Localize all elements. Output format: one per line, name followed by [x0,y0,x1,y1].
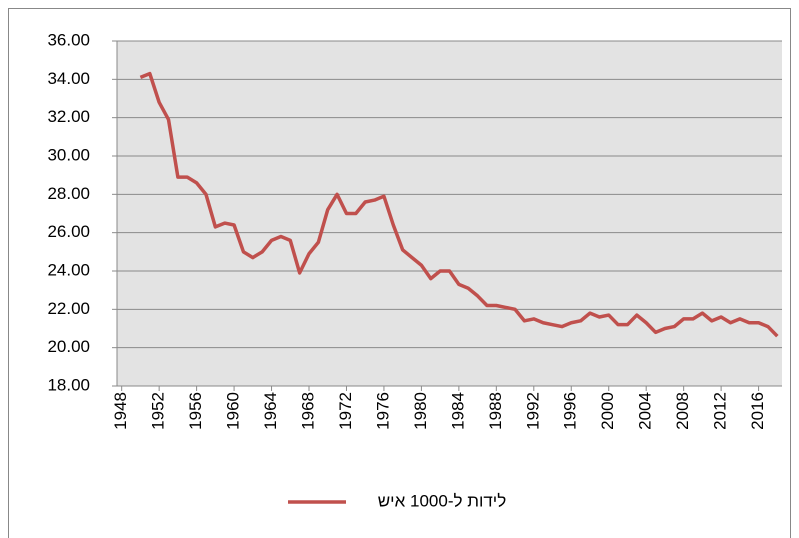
data-line [139,71,779,338]
plot-area [117,41,782,386]
x-tick-label: 1984 [448,392,467,430]
legend-label: לידות ל-1000 איש [378,491,506,510]
x-tick-label: 2000 [598,392,617,430]
y-tick-label: 32.00 [47,107,90,126]
x-tick-label: 1972 [336,392,355,430]
y-tick-label: 20.00 [47,337,90,356]
x-tick-label: 1964 [261,392,280,430]
y-tick-label: 30.00 [47,145,90,164]
x-tick-label: 1988 [486,392,505,430]
x-tick-label: 2016 [748,392,767,430]
y-tick-label: 26.00 [47,222,90,241]
y-tick-label: 36.00 [47,30,90,49]
x-tick-label: 1996 [561,392,580,430]
y-tick-label: 34.00 [47,69,90,88]
y-tick-label: 18.00 [47,375,90,394]
x-tick-label: 1948 [111,392,130,430]
y-tick-label: 28.00 [47,184,90,203]
x-tick-label: 2004 [636,392,655,430]
x-tick-label: 1976 [373,392,392,430]
x-tick-label: 2012 [711,392,730,430]
x-tick-label: 1992 [523,392,542,430]
x-tick-label: 2008 [673,392,692,430]
x-tick-label: 1952 [149,392,168,430]
y-tick-label: 24.00 [47,260,90,279]
chart-frame [8,8,791,538]
y-tick-label: 22.00 [47,299,90,318]
x-tick-label: 1960 [224,392,243,430]
x-tick-label: 1968 [298,392,317,430]
x-tick-label: 1980 [411,392,430,430]
x-tick-label: 1956 [186,392,205,430]
